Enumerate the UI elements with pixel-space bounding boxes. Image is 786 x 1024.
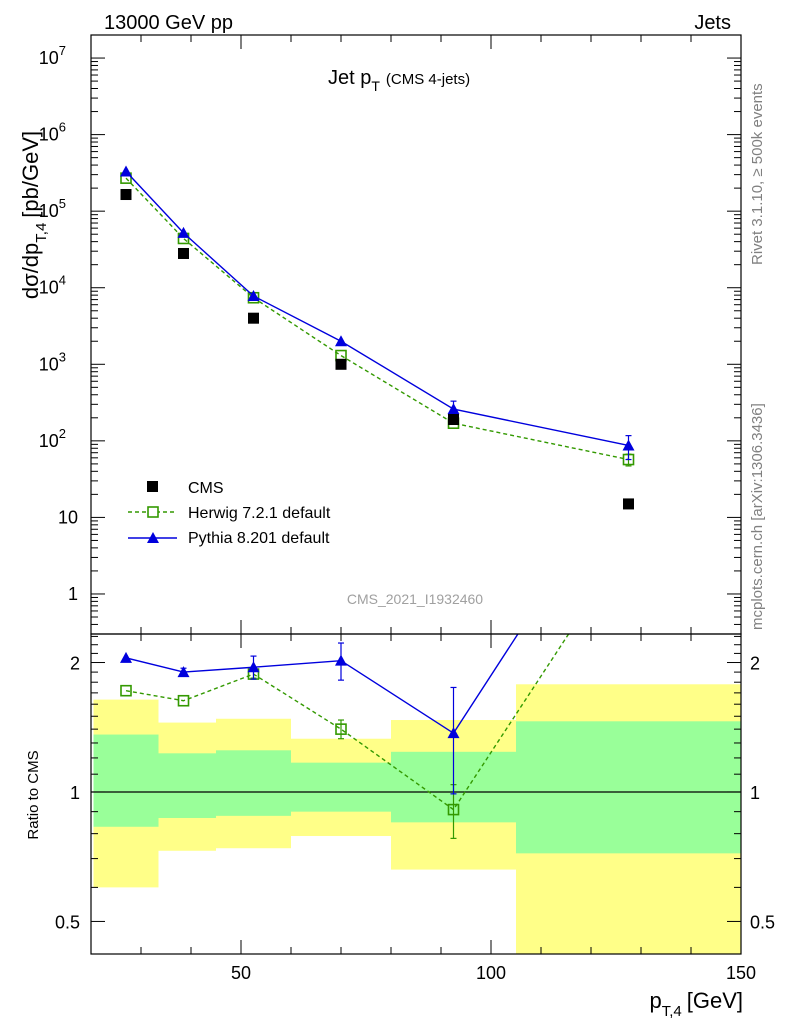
pythia-ratio-point xyxy=(447,727,460,739)
main-y-tick-label: 105 xyxy=(39,196,66,221)
ratio-y-tick-label-right: 2 xyxy=(750,654,760,674)
pythia-ratio-point xyxy=(120,651,132,663)
pythia-ratio-point xyxy=(177,666,190,678)
tick-base: 10 xyxy=(39,48,59,68)
pythia-point xyxy=(177,226,190,238)
main-y-tick-label: 103 xyxy=(39,349,66,374)
tick-exponent: 3 xyxy=(59,349,66,364)
ratio-content xyxy=(91,538,741,954)
analysis-id: CMS_2021_I1932460 xyxy=(347,591,483,607)
tick-exponent: 5 xyxy=(59,196,66,211)
ratio-y-tick-label-right: 1 xyxy=(750,783,760,803)
ratio-axes: 50 100 150 0.5 0.5 1 1 2 2 xyxy=(55,634,775,983)
tick-exponent: 7 xyxy=(59,43,66,58)
cms-point xyxy=(178,247,189,259)
main-y-tick-label: 1 xyxy=(68,584,78,604)
main-y-tick-label: 106 xyxy=(39,120,66,145)
pythia-point xyxy=(247,289,260,301)
tick-base: 10 xyxy=(39,431,59,451)
tick-base: 10 xyxy=(39,354,59,374)
herwig-ratio-point xyxy=(335,723,347,735)
ratio-y-tick-label-left: 2 xyxy=(70,654,80,674)
energy-label: 13000 GeV pp xyxy=(104,12,233,34)
pythia-point xyxy=(447,403,460,415)
cms-point xyxy=(623,498,634,510)
x-tick-label: 100 xyxy=(476,963,506,983)
legend-cms-marker xyxy=(147,481,158,492)
cms-point xyxy=(335,358,347,370)
pythia-point xyxy=(622,439,635,451)
tick-exponent: 6 xyxy=(59,120,66,135)
main-y-tick-label: 102 xyxy=(39,426,66,451)
uncertainty-band-green xyxy=(158,753,216,818)
ratio-frame xyxy=(90,633,742,955)
tick-exponent: 2 xyxy=(59,426,66,441)
pythia-point xyxy=(120,165,132,177)
pythia-ratio-point xyxy=(247,661,260,673)
generator-version-label: Rivet 3.1.10, ≥ 500k events xyxy=(749,83,766,265)
pythia-ratio-line xyxy=(125,634,519,735)
tick-base: 10 xyxy=(39,125,59,145)
ratio-y-tick-label-left: 1 xyxy=(70,783,80,803)
herwig-ratio-point xyxy=(177,694,190,707)
cms-point xyxy=(120,189,132,201)
cms-point xyxy=(448,414,459,426)
ratio-panel: 50 100 150 0.5 0.5 1 1 2 2 Ratio to CMS pT,4 [GeV… xyxy=(25,538,775,1020)
legend-cms-label: CMS xyxy=(188,480,224,497)
herwig-ratio-point xyxy=(624,538,634,548)
pythia-point xyxy=(335,335,347,347)
legend-pythia-label: Pythia 8.201 default xyxy=(188,530,330,547)
legend-herwig-marker xyxy=(147,506,159,518)
source-label: mcplots.cern.ch [arXiv:1306.3436] xyxy=(749,403,766,630)
uncertainty-band-green xyxy=(93,734,159,827)
category-label: Jets xyxy=(694,12,731,34)
ratio-y-axis-label: Ratio to CMS xyxy=(25,750,42,839)
tick-base: 10 xyxy=(39,278,59,298)
main-y-tick-label: 104 xyxy=(39,273,66,298)
x-tick-label: 150 xyxy=(726,963,756,983)
main-y-tick-label: 10 xyxy=(58,507,78,527)
ratio-y-tick-label-right: 0.5 xyxy=(750,912,775,932)
x-axis-label: pT,4 [GeV] xyxy=(649,988,743,1020)
herwig-ratio-point xyxy=(120,684,132,697)
herwig-ratio-point xyxy=(447,803,460,816)
legend: CMS Herwig 7.2.1 default Pythia 8.201 de… xyxy=(128,480,331,547)
plot-title: Jet pT (CMS 4-jets) xyxy=(328,67,470,94)
uncertainty-band-green xyxy=(291,762,391,812)
legend-herwig-label: Herwig 7.2.1 default xyxy=(188,505,331,522)
herwig-line xyxy=(125,177,629,461)
tick-base: 1 xyxy=(68,584,78,604)
cms-point xyxy=(248,312,259,324)
x-tick-label: 50 xyxy=(231,963,251,983)
main-content xyxy=(120,165,635,510)
pythia-ratio-point xyxy=(335,654,347,666)
tick-exponent: 4 xyxy=(59,273,66,288)
pythia-line xyxy=(125,170,629,447)
uncertainty-band-green xyxy=(516,721,741,854)
main-y-axis-label: dσ/dpT,4[pb/GeV] xyxy=(18,131,50,299)
ratio-y-tick-label-left: 0.5 xyxy=(55,912,80,932)
legend-pythia-marker xyxy=(147,532,159,543)
tick-base: 10 xyxy=(58,507,78,527)
herwig-ratio-line xyxy=(125,634,570,811)
main-y-tick-label: 107 xyxy=(39,43,66,68)
tick-base: 10 xyxy=(39,201,59,221)
uncertainty-band-green xyxy=(216,750,291,816)
